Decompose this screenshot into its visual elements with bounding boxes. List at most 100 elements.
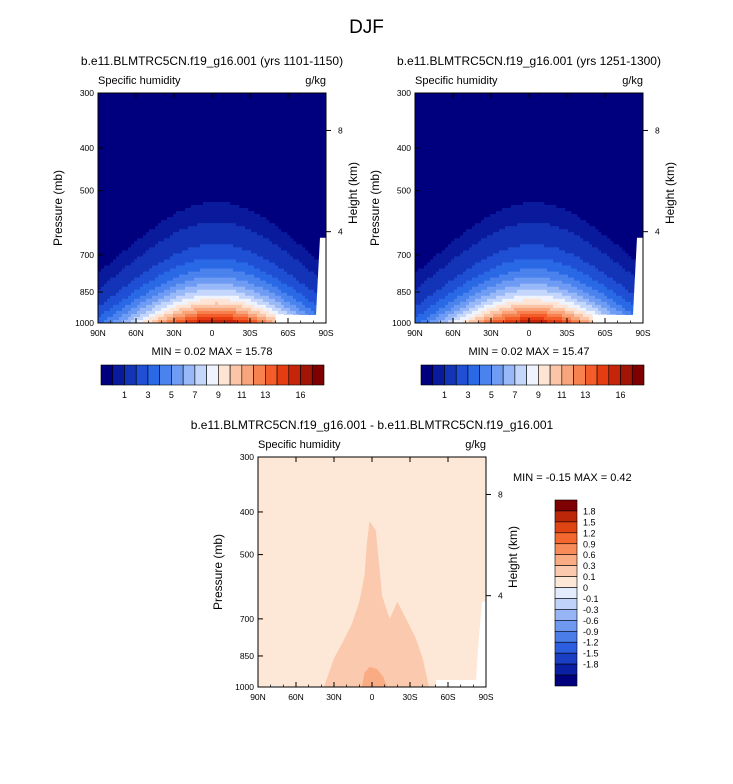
field-cell: [559, 286, 563, 291]
field-cell: [562, 316, 566, 321]
field-cell: [436, 280, 440, 284]
field-cell: [230, 283, 234, 287]
field-cell: [191, 220, 195, 224]
field-cell: [580, 277, 584, 281]
field-cell: [622, 259, 626, 263]
field-cell: [143, 259, 147, 263]
field-cell: [598, 307, 602, 312]
field-cell: [203, 223, 207, 227]
field-cell: [230, 271, 234, 275]
field-cell: [505, 319, 509, 324]
field-cell: [535, 241, 539, 245]
field-cell: [194, 241, 198, 245]
x-tick-label: 30S: [559, 328, 574, 338]
field-cell: [499, 271, 503, 275]
field-cell: [550, 274, 554, 278]
field-cell: [568, 289, 572, 294]
field-cell: [251, 238, 255, 242]
field-cell: [520, 289, 524, 294]
field-cell: [601, 247, 605, 251]
field-cell: [233, 250, 237, 254]
field-cell: [140, 271, 144, 275]
field-cell: [538, 286, 542, 291]
field-cell: [535, 217, 539, 221]
field-cell: [520, 250, 524, 254]
field-cell: [493, 247, 497, 251]
field-cell: [269, 241, 273, 245]
field-cell: [176, 307, 180, 312]
field-cell: [586, 259, 590, 263]
field-cell: [203, 289, 207, 294]
field-cell: [571, 235, 575, 239]
field-cell: [517, 310, 521, 315]
field-cell: [571, 289, 575, 294]
field-cell: [415, 316, 419, 321]
field-cell: [484, 298, 488, 303]
field-cell: [496, 256, 500, 260]
field-cell: [574, 256, 578, 260]
field-cell: [176, 298, 180, 303]
field-cell: [628, 301, 632, 306]
field-cell: [119, 274, 123, 278]
field-cell: [421, 319, 425, 324]
field-cell: [308, 256, 312, 260]
field-cell: [511, 271, 515, 275]
field-cell: [260, 286, 264, 291]
field-cell: [212, 298, 216, 303]
field-cell: [260, 310, 264, 315]
field-cell: [254, 292, 258, 297]
field-cell: [242, 244, 246, 248]
field-cell: [209, 259, 213, 263]
field-cell: [610, 286, 614, 291]
field-cell: [233, 223, 237, 227]
field-cell: [427, 277, 431, 281]
field-cell: [604, 247, 608, 251]
field-cell: [284, 274, 288, 278]
field-cell: [140, 286, 144, 291]
field-cell: [484, 313, 488, 318]
field-cell: [224, 259, 228, 263]
field-cell: [203, 204, 207, 209]
field-cell: [529, 208, 533, 212]
field-cell: [140, 250, 144, 254]
field-cell: [122, 310, 126, 315]
field-cell: [164, 307, 168, 312]
field-cell: [529, 283, 533, 287]
field-cell: [236, 289, 240, 294]
field-cell: [119, 280, 123, 284]
field-cell: [143, 313, 147, 318]
field-cell: [451, 304, 455, 309]
field-cell: [499, 253, 503, 257]
field-cell: [272, 319, 276, 324]
field-cell: [194, 295, 198, 300]
field-cell: [460, 268, 464, 272]
field-cell: [469, 304, 473, 309]
field-cell: [155, 232, 159, 236]
field-cell: [140, 277, 144, 281]
field-cell: [254, 280, 258, 284]
field-cell: [601, 259, 605, 263]
field-cell: [245, 304, 249, 309]
field-cell: [523, 262, 527, 266]
field-cell: [421, 274, 425, 278]
field-cell: [466, 241, 470, 245]
field-cell: [221, 232, 225, 236]
field-cell: [185, 256, 189, 260]
field-cell: [550, 307, 554, 312]
field-cell: [299, 286, 303, 291]
field-cell: [158, 223, 162, 227]
field-cell: [514, 319, 518, 324]
field-cell: [562, 262, 566, 266]
field-cell: [550, 238, 554, 242]
field-cell: [496, 268, 500, 272]
field-cell: [209, 253, 213, 257]
field-cell: [463, 301, 467, 306]
field-cell: [571, 247, 575, 251]
field-cell: [505, 253, 509, 257]
field-cell: [631, 280, 635, 284]
field-cell: [427, 292, 431, 297]
field-cell: [272, 250, 276, 254]
field-cell: [224, 238, 228, 242]
field-cell: [239, 295, 243, 300]
field-cell: [439, 304, 443, 309]
